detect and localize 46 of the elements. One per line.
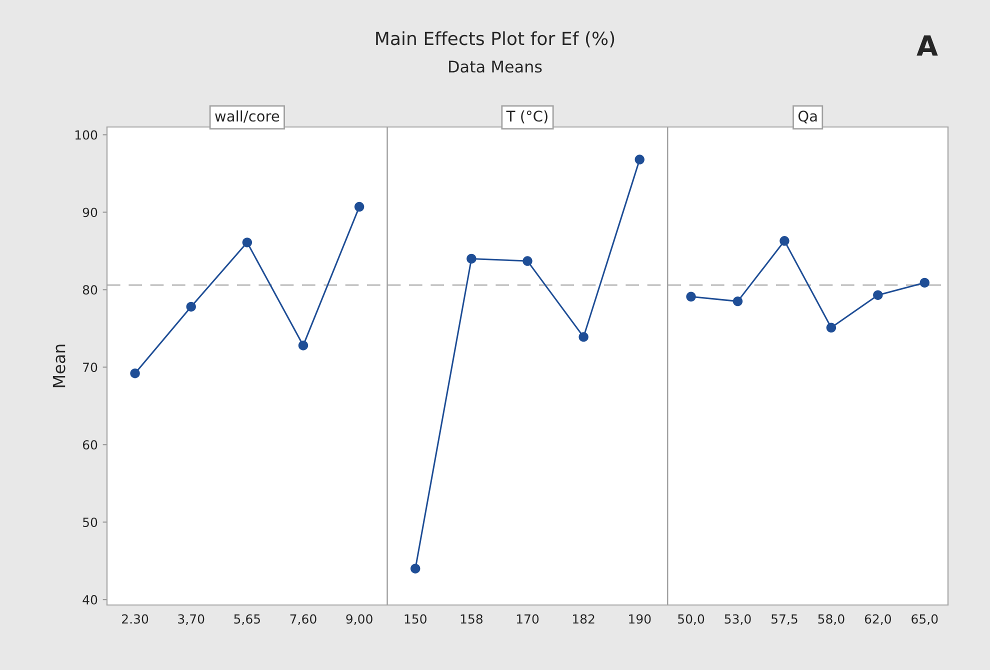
x-tick-label: 3,70 [178, 614, 204, 625]
text: A [916, 35, 938, 56]
point [466, 254, 476, 264]
x-tick-label: 5,65 [234, 614, 260, 625]
x-tick-label: 170 [516, 614, 539, 624]
y-tick-label: 100 [75, 130, 98, 140]
point [920, 278, 930, 288]
x-tick-label: 57,5 [772, 614, 798, 625]
text: Main Effects Plot for Ef (%) [376, 31, 614, 48]
point [130, 368, 140, 378]
point [354, 202, 364, 212]
x-tick-label: 62,0 [864, 614, 892, 625]
point [410, 564, 420, 574]
y-tick-label: 50 [83, 518, 98, 528]
x-tick-label: 9,00 [346, 614, 372, 625]
x-tick-label: 158 [460, 614, 483, 624]
x-tick-label: 7,60 [290, 614, 316, 625]
point [780, 236, 790, 246]
text: Data Means [449, 60, 542, 73]
y-axis-title: Mean [52, 344, 66, 388]
x-tick-label: 58,0 [818, 614, 844, 625]
point [298, 340, 308, 350]
y-tick-label: 40 [82, 595, 98, 605]
y-tick-label: 80 [82, 285, 98, 295]
x-tick-label: 50,0 [678, 614, 704, 625]
point [522, 256, 532, 266]
x-tick-label: 65,0 [912, 614, 938, 625]
y-tick-label: 60 [82, 440, 98, 450]
point [732, 296, 743, 306]
point [186, 302, 196, 312]
point [826, 322, 836, 333]
y-tick-label: 70 [83, 362, 98, 372]
chart-title: T (°C) [506, 110, 548, 124]
point [578, 332, 588, 342]
chart-title: Qa [798, 110, 817, 124]
x-tick-label: 2.30 [122, 614, 148, 624]
x-tick-label: 190 [629, 614, 651, 624]
x-tick-label: 150 [404, 614, 426, 624]
point [634, 154, 644, 164]
chart-title: wall/core [215, 110, 280, 123]
point [873, 290, 883, 300]
point [242, 238, 252, 248]
y-tick-label: 90 [82, 208, 98, 218]
x-tick-label: 53,0 [724, 614, 751, 625]
point [686, 292, 696, 302]
x-tick-label: 182 [573, 614, 594, 624]
